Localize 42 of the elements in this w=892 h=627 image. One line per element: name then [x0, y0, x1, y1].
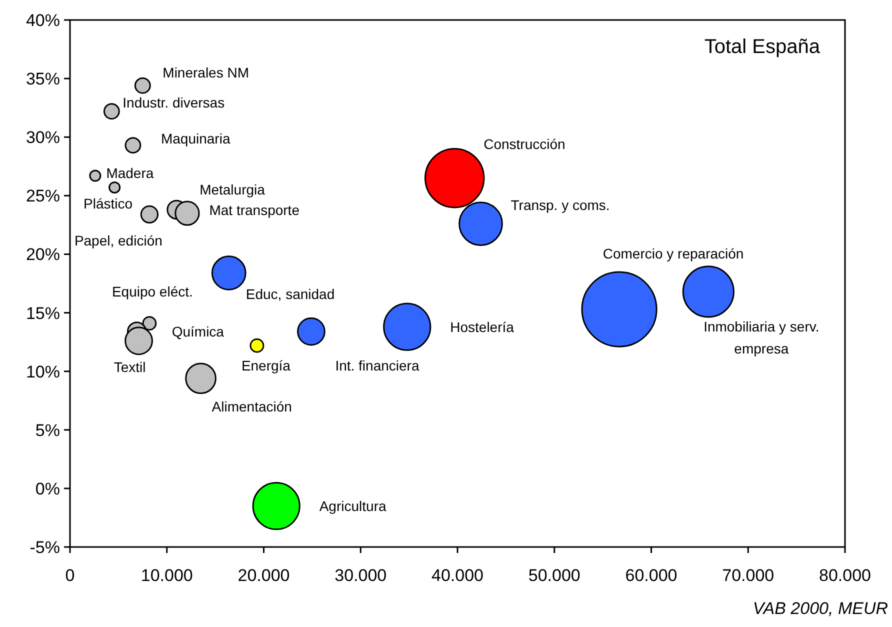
annotation: Agricultura: [319, 498, 386, 514]
x-tick-label: 60.000: [625, 566, 678, 585]
annotation: Transp. y coms.: [510, 196, 610, 213]
x-tick-label: 80.000: [819, 566, 871, 585]
annotation: Comercio y reparación: [602, 245, 744, 262]
x-tick-label: 0: [65, 566, 75, 585]
x-axis-title: VAB 2000, MEUR: [752, 599, 888, 618]
annotation: Química: [172, 324, 224, 340]
annotation: Papel, edición: [74, 232, 162, 248]
annotation: Hostelería: [450, 318, 514, 335]
annotation: Inmobiliaria y serv. empresa: [704, 318, 820, 357]
annotation: Minerales NM: [162, 64, 250, 81]
y-tick-label: -5%: [30, 538, 60, 557]
text: Total España: [704, 36, 821, 58]
y-tick-label: 0%: [35, 479, 60, 498]
x-tick-label: 10.000: [140, 566, 193, 585]
annotation: Madera: [106, 164, 154, 181]
annotation: Plástico: [84, 195, 133, 212]
annotation: Alimentación: [212, 398, 292, 414]
x-tick-label: 50.000: [528, 566, 580, 585]
y-tick-label: 15%: [26, 304, 60, 323]
x-tick-label: 20.000: [238, 566, 290, 585]
x-tick-label: 40.000: [432, 566, 484, 585]
annotation: Industr. diversas: [122, 94, 225, 110]
y-tick-label: 35%: [26, 70, 60, 89]
y-tick-label: 10%: [26, 362, 60, 382]
y-tick-label: 40%: [26, 11, 60, 30]
annotation: Textil: [114, 358, 146, 375]
x-tick-label: 30.000: [334, 566, 387, 585]
annotation: Energía: [241, 358, 291, 374]
annotation: Mat transporte: [209, 202, 300, 218]
annotation: Equipo eléct.: [112, 283, 193, 300]
annotation: Int. financiera: [335, 358, 420, 374]
annotation: Maquinaria: [160, 130, 230, 146]
annotation: Metalurgia: [200, 182, 266, 198]
y-tick-label: 25%: [26, 186, 60, 206]
x-tick-label: 70.000: [722, 566, 774, 585]
y-tick-label: 20%: [26, 245, 60, 264]
annotation: Educ, sanidad: [246, 286, 335, 302]
y-tick-label: 5%: [35, 420, 60, 440]
y-tick-label: 30%: [26, 128, 60, 148]
annotation: Construcción: [484, 136, 566, 152]
